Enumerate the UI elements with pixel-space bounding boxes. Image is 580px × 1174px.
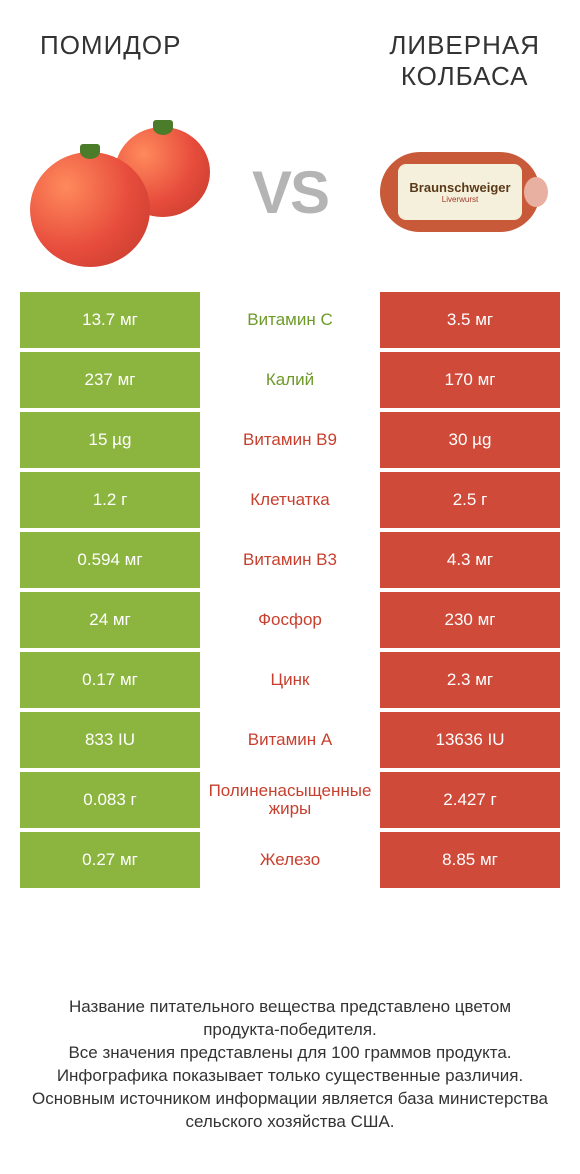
cell-left-value: 15 µg xyxy=(20,412,200,468)
header: ПОМИДОР ЛИВЕРНАЯ КОЛБАСА xyxy=(0,0,580,92)
cell-nutrient-label: Полиненасыщенные жиры xyxy=(200,772,380,828)
sausage-image: Braunschweiger Liverwurst xyxy=(370,117,550,267)
footer-line-3: Инфографика показывает только существенн… xyxy=(30,1065,550,1088)
footer-line-2: Все значения представлены для 100 граммо… xyxy=(30,1042,550,1065)
cell-right-value: 230 мг xyxy=(380,592,560,648)
table-row: 15 µgВитамин B930 µg xyxy=(20,412,560,468)
cell-right-value: 2.3 мг xyxy=(380,652,560,708)
table-row: 13.7 мгВитамин C3.5 мг xyxy=(20,292,560,348)
cell-left-value: 0.17 мг xyxy=(20,652,200,708)
title-tomato: ПОМИДОР xyxy=(40,30,181,61)
cell-left-value: 237 мг xyxy=(20,352,200,408)
cell-left-value: 1.2 г xyxy=(20,472,200,528)
tomato-image xyxy=(30,117,210,267)
cell-right-value: 3.5 мг xyxy=(380,292,560,348)
cell-right-value: 4.3 мг xyxy=(380,532,560,588)
table-row: 833 IUВитамин A13636 IU xyxy=(20,712,560,768)
vs-label: VS xyxy=(252,158,328,227)
comparison-table: 13.7 мгВитамин C3.5 мг237 мгКалий170 мг1… xyxy=(20,292,560,888)
cell-nutrient-label: Калий xyxy=(200,352,380,408)
cell-left-value: 13.7 мг xyxy=(20,292,200,348)
cell-right-value: 2.427 г xyxy=(380,772,560,828)
title-right-line2: КОЛБАСА xyxy=(401,61,529,91)
table-row: 0.17 мгЦинк2.3 мг xyxy=(20,652,560,708)
cell-left-value: 0.594 мг xyxy=(20,532,200,588)
table-row: 1.2 гКлетчатка2.5 г xyxy=(20,472,560,528)
cell-left-value: 833 IU xyxy=(20,712,200,768)
cell-right-value: 170 мг xyxy=(380,352,560,408)
title-liver-sausage: ЛИВЕРНАЯ КОЛБАСА xyxy=(389,30,540,92)
sausage-sub: Liverwurst xyxy=(442,195,478,204)
images-row: VS Braunschweiger Liverwurst xyxy=(0,92,580,292)
cell-right-value: 30 µg xyxy=(380,412,560,468)
footer: Название питательного вещества представл… xyxy=(0,996,580,1134)
cell-nutrient-label: Витамин A xyxy=(200,712,380,768)
sausage-brand: Braunschweiger xyxy=(409,180,510,195)
cell-left-value: 0.083 г xyxy=(20,772,200,828)
table-row: 0.594 мгВитамин B34.3 мг xyxy=(20,532,560,588)
cell-left-value: 0.27 мг xyxy=(20,832,200,888)
table-row: 0.083 гПолиненасыщенные жиры2.427 г xyxy=(20,772,560,828)
table-row: 24 мгФосфор230 мг xyxy=(20,592,560,648)
cell-nutrient-label: Витамин C xyxy=(200,292,380,348)
footer-line-1: Название питательного вещества представл… xyxy=(30,996,550,1042)
footer-line-4: Основным источником информации является … xyxy=(30,1088,550,1134)
cell-right-value: 13636 IU xyxy=(380,712,560,768)
table-row: 0.27 мгЖелезо8.85 мг xyxy=(20,832,560,888)
cell-nutrient-label: Железо xyxy=(200,832,380,888)
cell-left-value: 24 мг xyxy=(20,592,200,648)
cell-right-value: 2.5 г xyxy=(380,472,560,528)
cell-nutrient-label: Витамин B3 xyxy=(200,532,380,588)
cell-right-value: 8.85 мг xyxy=(380,832,560,888)
title-right-line1: ЛИВЕРНАЯ xyxy=(389,30,540,60)
cell-nutrient-label: Витамин B9 xyxy=(200,412,380,468)
table-row: 237 мгКалий170 мг xyxy=(20,352,560,408)
cell-nutrient-label: Цинк xyxy=(200,652,380,708)
cell-nutrient-label: Клетчатка xyxy=(200,472,380,528)
cell-nutrient-label: Фосфор xyxy=(200,592,380,648)
